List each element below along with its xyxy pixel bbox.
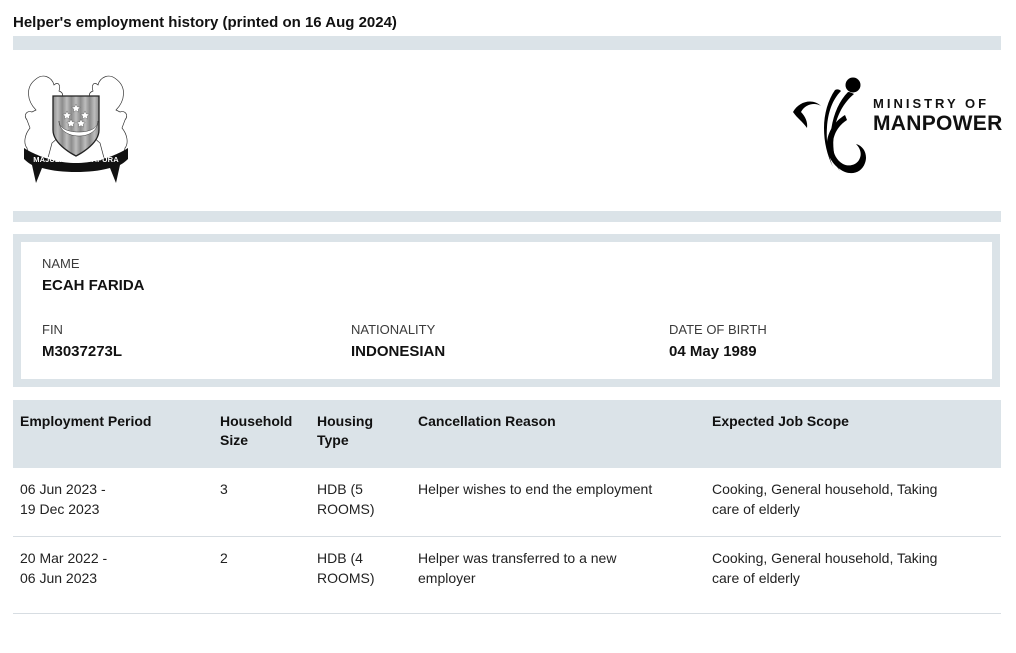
- svg-text:MAJULAH SINGAPURA: MAJULAH SINGAPURA: [33, 155, 119, 164]
